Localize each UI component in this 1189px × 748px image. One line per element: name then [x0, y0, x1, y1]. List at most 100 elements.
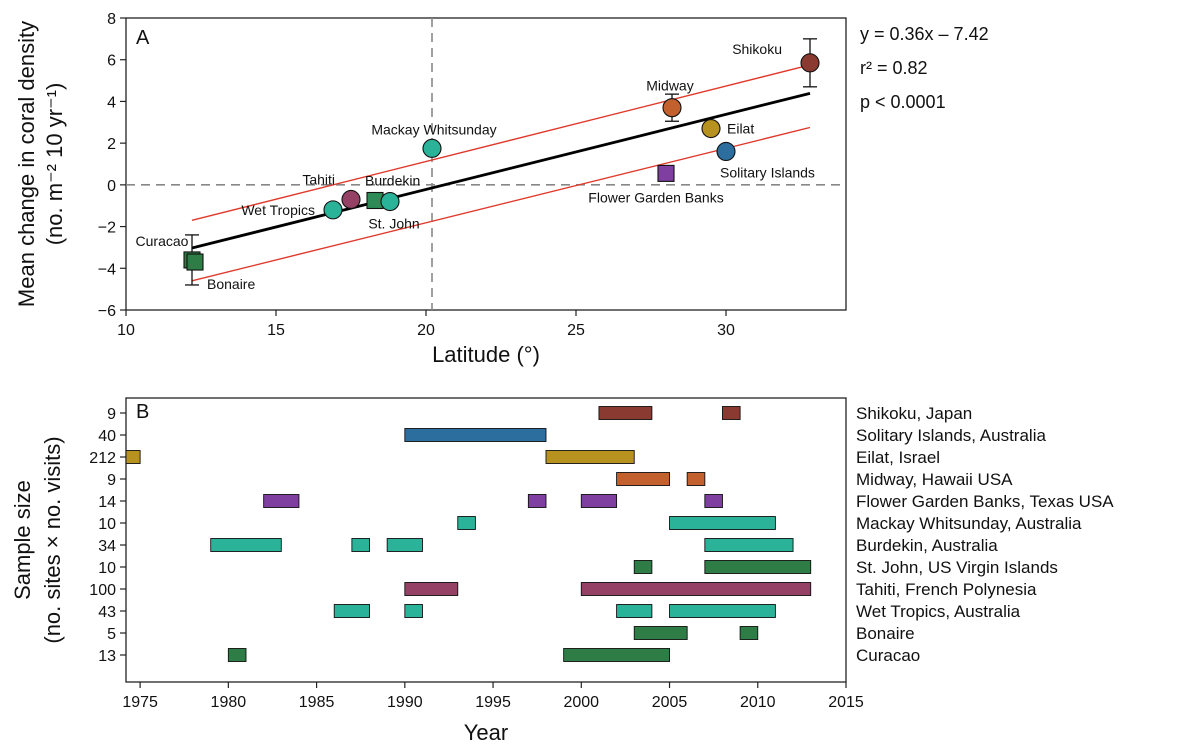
ci-upper-line	[191, 64, 811, 221]
regression-line	[191, 91, 811, 250]
y-tick-label: −4	[98, 261, 116, 278]
site-label-bonaire: Bonaire	[856, 624, 915, 643]
point-label-burdekin: Burdekin	[365, 173, 420, 189]
y-tick-label: 2	[107, 136, 116, 153]
site-label-burdekin-australia: Burdekin, Australia	[856, 536, 998, 555]
point-eilat	[701, 118, 721, 139]
year-tick-label: 2015	[828, 694, 864, 711]
x-tick-label: 20	[417, 322, 435, 339]
survey-bar-wet-tropics-australia	[333, 604, 370, 618]
site-label-mackay-whitsunday-australia: Mackay Whitsunday, Australia	[856, 514, 1082, 533]
panel-b-frame	[125, 397, 847, 683]
point-label-wet-tropics: Wet Tropics	[241, 202, 315, 218]
survey-bar-st-john-us-virgin-islands	[633, 560, 653, 574]
site-label-st-john-us-virgin-islands: St. John, US Virgin Islands	[856, 558, 1058, 577]
survey-bar-tahiti-french-polynesia	[404, 582, 459, 596]
year-tick-label: 2005	[652, 694, 688, 711]
survey-bar-midway-hawaii-usa	[686, 472, 706, 486]
panel-b-label: B	[136, 401, 149, 423]
site-label-eilat-israel: Eilat, Israel	[856, 448, 940, 467]
sample-size-shikoku-japan: 9	[107, 406, 116, 423]
panel-a-frame	[125, 17, 847, 311]
survey-bar-burdekin-australia	[351, 538, 370, 552]
site-label-solitary-islands-australia: Solitary Islands, Australia	[856, 426, 1046, 445]
sample-size-curacao: 13	[98, 648, 116, 665]
survey-bar-solitary-islands-australia	[404, 428, 547, 442]
point-label-solitary-islands: Solitary Islands	[720, 164, 815, 180]
year-tick-label: 1985	[299, 694, 335, 711]
survey-bar-curacao	[563, 648, 670, 662]
ci-lower-line	[191, 126, 811, 282]
point-tahiti	[341, 189, 361, 210]
point-label-midway: Midway	[646, 78, 693, 94]
sample-size-st-john-us-virgin-islands: 10	[98, 560, 116, 577]
point-label-tahiti: Tahiti	[302, 171, 335, 187]
y-tick-label: −6	[98, 303, 116, 320]
survey-bar-curacao	[227, 648, 247, 662]
survey-bar-shikoku-japan	[598, 406, 653, 420]
regression-r-squared: r² = 0.82	[860, 58, 928, 78]
site-label-flower-garden-banks-texas-usa: Flower Garden Banks, Texas USA	[856, 492, 1114, 511]
point-label-curacao: Curacao	[136, 233, 189, 249]
year-tick-label: 1980	[211, 694, 247, 711]
point-wet-tropics	[323, 200, 343, 220]
x-axis-label-year: Year	[464, 720, 508, 745]
survey-bar-tahiti-french-polynesia	[580, 582, 812, 596]
point-st-john	[380, 191, 400, 212]
sample-size-wet-tropics-australia: 43	[98, 604, 116, 621]
y-axis-label-sites-visits: (no. sites × no. visits)	[40, 436, 65, 643]
point-label-mackay-whitsunday: Mackay Whitsunday	[371, 121, 496, 137]
sample-size-eilat-israel: 212	[89, 450, 116, 467]
sample-size-midway-hawaii-usa: 9	[107, 472, 116, 489]
point-midway	[662, 98, 682, 118]
survey-bar-shikoku-japan	[722, 406, 741, 420]
x-tick-label: 15	[267, 322, 285, 339]
survey-bar-mackay-whitsunday-australia	[457, 516, 476, 530]
panel-b-timeline: B 1975 1980 1985 1990 1995 2000 2005 2010 2015 Yea…	[10, 397, 1114, 745]
regression-p-value: p < 0.0001	[860, 92, 946, 112]
x-tick-label: 10	[117, 322, 135, 339]
point-shikoku	[800, 53, 820, 73]
point-flower-garden-banks	[657, 164, 675, 182]
survey-bar-bonaire	[739, 626, 759, 640]
point-label-bonaire: Bonaire	[207, 276, 255, 292]
site-label-tahiti-french-polynesia: Tahiti, French Polynesia	[856, 580, 1037, 599]
site-label-midway-hawaii-usa: Midway, Hawaii USA	[856, 470, 1013, 489]
survey-bar-mackay-whitsunday-australia	[669, 516, 776, 530]
survey-bar-flower-garden-banks-texas-usa	[263, 494, 300, 508]
sample-size-solitary-islands-australia: 40	[98, 428, 116, 445]
y-tick-label: 6	[107, 53, 116, 70]
site-label-shikoku-japan: Shikoku, Japan	[856, 404, 972, 423]
survey-bar-burdekin-australia	[210, 538, 282, 552]
point-mackay-whitsunday	[422, 138, 442, 158]
site-label-wet-tropics-australia: Wet Tropics, Australia	[856, 602, 1021, 621]
survey-bar-eilat-israel	[125, 450, 141, 464]
y-axis-label-sample-size: Sample size	[10, 480, 35, 600]
sample-size-flower-garden-banks-texas-usa: 14	[98, 494, 116, 511]
year-tick-label: 2010	[740, 694, 776, 711]
survey-bar-flower-garden-banks-texas-usa	[704, 494, 723, 508]
point-label-st-john: St. John	[368, 216, 419, 232]
survey-bar-midway-hawaii-usa	[616, 472, 670, 486]
survey-bar-flower-garden-banks-texas-usa	[580, 494, 618, 508]
site-label-curacao: Curacao	[856, 646, 920, 665]
y-tick-label: 8	[107, 11, 116, 28]
survey-bar-wet-tropics-australia	[669, 604, 776, 618]
survey-bar-burdekin-australia	[386, 538, 423, 552]
x-tick-label: 30	[717, 322, 735, 339]
year-tick-label: 2000	[563, 694, 599, 711]
year-tick-label: 1990	[387, 694, 423, 711]
y-tick-label: 4	[107, 94, 116, 111]
sample-size-burdekin-australia: 34	[98, 538, 116, 555]
x-axis-label: Latitude (°)	[432, 342, 540, 367]
survey-bar-wet-tropics-australia	[616, 604, 653, 618]
survey-bar-bonaire	[633, 626, 688, 640]
y-tick-label: −2	[98, 220, 116, 237]
year-tick-label: 1975	[122, 694, 158, 711]
panel-a-label: A	[136, 27, 150, 49]
survey-bar-st-john-us-virgin-islands	[704, 560, 812, 574]
y-axis-label-line1: Mean change in coral density	[14, 21, 39, 307]
point-label-eilat: Eilat	[727, 121, 754, 137]
year-tick-label: 1995	[475, 694, 511, 711]
survey-bar-flower-garden-banks-texas-usa	[527, 494, 547, 508]
